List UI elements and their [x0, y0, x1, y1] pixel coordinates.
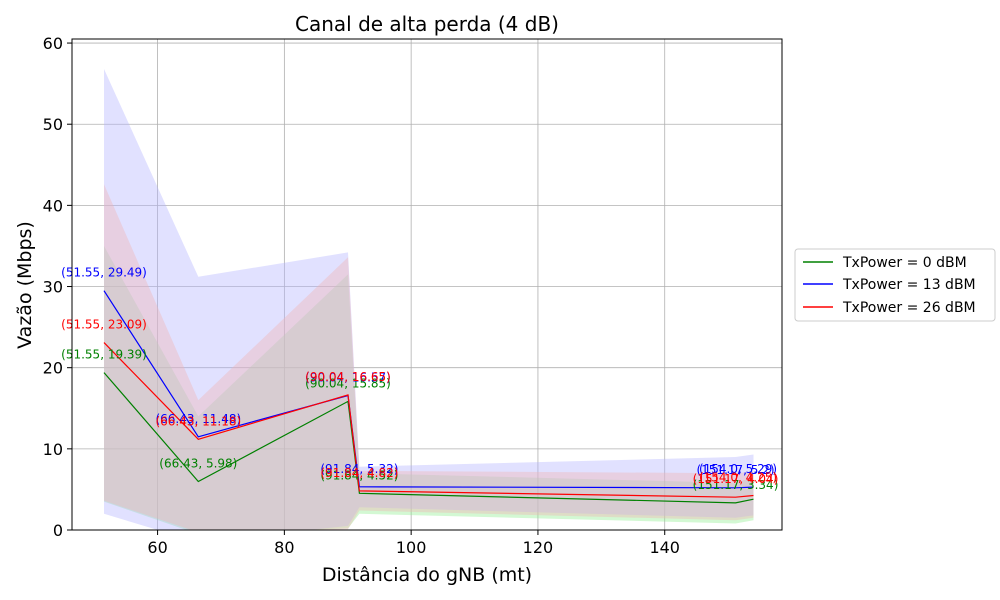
data-label: (90.04, 16.57) [305, 371, 391, 385]
x-tick-label: 100 [396, 538, 427, 557]
x-axis: 60 80 100 120 140 [147, 530, 680, 557]
y-axis: 0 10 20 30 40 50 60 [43, 34, 72, 540]
data-label: (154.0, 4.25) [699, 471, 777, 485]
x-tick-label: 60 [147, 538, 167, 557]
y-axis-label: Vazão (Mbps) [14, 221, 36, 349]
y-tick-label: 10 [43, 440, 63, 459]
x-tick-label: 120 [523, 538, 554, 557]
x-axis-label: Distância do gNB (mt) [322, 564, 532, 586]
data-label: (151.17, 3.34) [693, 478, 779, 492]
chart-title: Canal de alta perda (4 dB) [295, 12, 559, 36]
legend-box [794, 248, 996, 322]
annotations: (51.55, 19.39) (66.43, 5.98) (90.04, 15.85… [61, 266, 778, 492]
confidence-band-2 [104, 184, 754, 530]
data-label: (91.84, 4.82) [320, 466, 398, 480]
data-label: (151.17, 5.2) [696, 463, 774, 477]
y-tick-label: 50 [43, 115, 63, 134]
legend-label-0: TxPower = 0 dBM [842, 255, 967, 271]
grid [72, 39, 782, 531]
data-label: (51.55, 23.09) [61, 318, 147, 332]
data-label: (66.43, 5.98) [159, 456, 237, 470]
y-tick-label: 40 [43, 196, 63, 215]
y-tick-label: 60 [43, 34, 63, 53]
data-label: (66.43, 11.48) [155, 412, 241, 426]
data-label: (51.55, 29.49) [61, 266, 147, 280]
data-label: (151.17, 4.04) [693, 472, 779, 486]
x-tick-label: 140 [649, 538, 680, 557]
data-label: (51.55, 19.39) [61, 348, 147, 362]
plot-frame [71, 38, 783, 531]
x-tick-label: 80 [274, 538, 294, 557]
data-label: (91.84, 4.52) [320, 468, 398, 482]
data-label: (154.0, 5.29) [699, 462, 777, 476]
plot-area [103, 69, 754, 530]
y-tick-label: 20 [43, 359, 63, 378]
legend-label-1: TxPower = 13 dBM [842, 277, 976, 293]
y-tick-label: 0 [53, 521, 63, 540]
legend: TxPower = 0 dBM TxPower = 13 dBM TxPower… [794, 248, 996, 322]
data-label: (91.84, 5.32) [320, 462, 398, 476]
data-label: (66.43, 11.18) [155, 414, 241, 428]
confidence-band-0 [104, 246, 754, 530]
legend-label-2: TxPower = 26 dBM [842, 300, 976, 316]
series-line-2 [103, 342, 754, 498]
data-label: (90.04, 16.65) [305, 370, 391, 384]
y-tick-label: 30 [43, 278, 63, 297]
data-label: (90.04, 15.85) [305, 376, 391, 390]
confidence-band-1 [104, 69, 754, 530]
